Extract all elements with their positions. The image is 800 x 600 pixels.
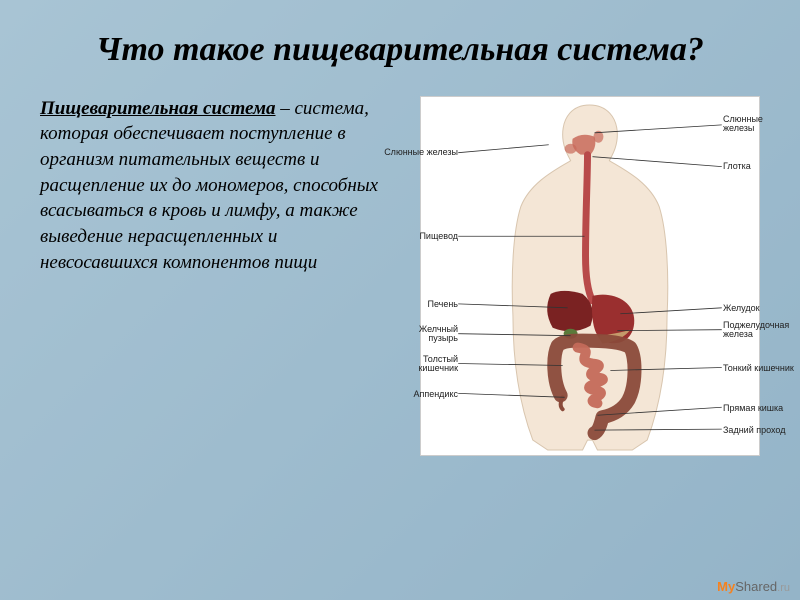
slide: Что такое пищеварительная система? Пищев… bbox=[0, 0, 800, 600]
definition: – система, которая обеспечивает поступле… bbox=[40, 98, 378, 273]
definition-text: Пищеварительная система – система, котор… bbox=[40, 96, 400, 456]
label-pharynx: Глотка bbox=[723, 161, 751, 171]
label-salivary-r: Слюнные железы bbox=[723, 115, 783, 133]
label-large-intestine: Толстый кишечник bbox=[398, 355, 458, 373]
label-stomach: Желудок bbox=[723, 303, 760, 313]
label-esophagus: Пищевод bbox=[419, 231, 458, 241]
liver bbox=[547, 291, 593, 331]
label-liver: Печень bbox=[427, 299, 458, 309]
appendix bbox=[561, 397, 563, 409]
label-anus: Задний проход bbox=[723, 425, 785, 435]
label-gallbladder: Желчный пузырь bbox=[398, 325, 458, 343]
anatomy-svg bbox=[421, 97, 759, 455]
label-small-intestine: Тонкий кишечник bbox=[723, 363, 794, 373]
watermark-shared: Shared bbox=[735, 579, 777, 594]
watermark-ru: .ru bbox=[777, 582, 790, 594]
label-appendix: Аппендикс bbox=[413, 389, 458, 399]
label-rectum: Прямая кишка bbox=[723, 403, 783, 413]
slide-title: Что такое пищеварительная система? bbox=[40, 30, 760, 71]
content-row: Пищеварительная система – система, котор… bbox=[40, 96, 760, 456]
term: Пищеварительная система bbox=[40, 98, 275, 119]
watermark-my: My bbox=[717, 579, 735, 594]
label-pancreas: Поджелудочная железа bbox=[723, 321, 800, 339]
salivary-gland-left bbox=[565, 144, 577, 154]
digestive-system-diagram: Слюнные железы Пищевод Печень Желчный пу… bbox=[420, 96, 760, 456]
label-salivary-l: Слюнные железы bbox=[384, 147, 458, 157]
watermark: MyShared.ru bbox=[717, 579, 790, 594]
